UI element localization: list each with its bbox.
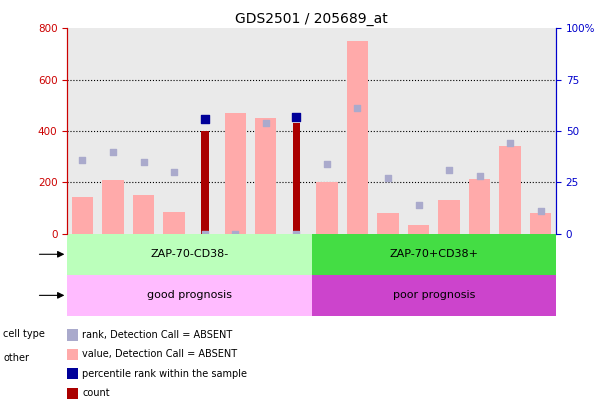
Text: cell type: cell type xyxy=(3,329,45,339)
Bar xyxy=(103,180,123,234)
Bar xyxy=(373,28,403,234)
Bar xyxy=(159,28,189,234)
Point xyxy=(139,159,148,165)
Bar xyxy=(164,212,185,234)
Point xyxy=(322,161,332,167)
Text: other: other xyxy=(3,354,29,363)
Bar xyxy=(312,234,556,275)
Point xyxy=(414,202,423,208)
Bar xyxy=(469,179,491,234)
Bar xyxy=(434,28,464,234)
Bar xyxy=(133,195,154,234)
Bar xyxy=(281,28,312,234)
Bar xyxy=(464,28,495,234)
Point xyxy=(261,119,271,126)
Point xyxy=(536,208,546,214)
Point xyxy=(169,169,179,175)
Bar xyxy=(312,28,342,234)
Bar xyxy=(316,182,337,234)
Bar xyxy=(98,28,128,234)
Bar xyxy=(67,28,98,234)
Bar xyxy=(403,28,434,234)
Text: ZAP-70+CD38+: ZAP-70+CD38+ xyxy=(389,249,478,259)
Bar xyxy=(225,113,246,234)
Bar xyxy=(251,28,281,234)
Bar xyxy=(67,234,312,275)
Bar xyxy=(220,28,251,234)
Bar xyxy=(201,131,208,234)
Text: ZAP-70-CD38-: ZAP-70-CD38- xyxy=(150,249,229,259)
Point xyxy=(230,230,240,237)
Bar xyxy=(408,225,429,234)
Point xyxy=(383,175,393,181)
Bar xyxy=(255,118,277,234)
Bar xyxy=(128,28,159,234)
Text: poor prognosis: poor prognosis xyxy=(393,290,475,301)
Point xyxy=(200,115,210,122)
Bar xyxy=(495,28,525,234)
Bar xyxy=(67,275,312,316)
Text: count: count xyxy=(82,388,110,398)
Bar xyxy=(293,124,300,234)
Bar xyxy=(72,196,93,234)
Point xyxy=(475,173,485,179)
Text: rank, Detection Call = ABSENT: rank, Detection Call = ABSENT xyxy=(82,330,233,340)
Bar xyxy=(342,28,373,234)
Bar xyxy=(525,28,556,234)
Text: percentile rank within the sample: percentile rank within the sample xyxy=(82,369,247,379)
Bar xyxy=(347,41,368,234)
Point xyxy=(291,113,301,120)
Text: value, Detection Call = ABSENT: value, Detection Call = ABSENT xyxy=(82,350,238,359)
Bar xyxy=(439,200,460,234)
Bar xyxy=(378,213,399,234)
Point xyxy=(200,230,210,237)
Point xyxy=(291,230,301,237)
Bar xyxy=(312,275,556,316)
Point xyxy=(108,148,118,155)
Text: good prognosis: good prognosis xyxy=(147,290,232,301)
Bar xyxy=(189,28,220,234)
Point xyxy=(78,157,87,163)
Bar xyxy=(500,147,521,234)
Bar xyxy=(530,213,552,234)
Title: GDS2501 / 205689_at: GDS2501 / 205689_at xyxy=(235,12,388,26)
Point xyxy=(444,167,454,173)
Point xyxy=(353,105,362,112)
Point xyxy=(505,140,515,147)
